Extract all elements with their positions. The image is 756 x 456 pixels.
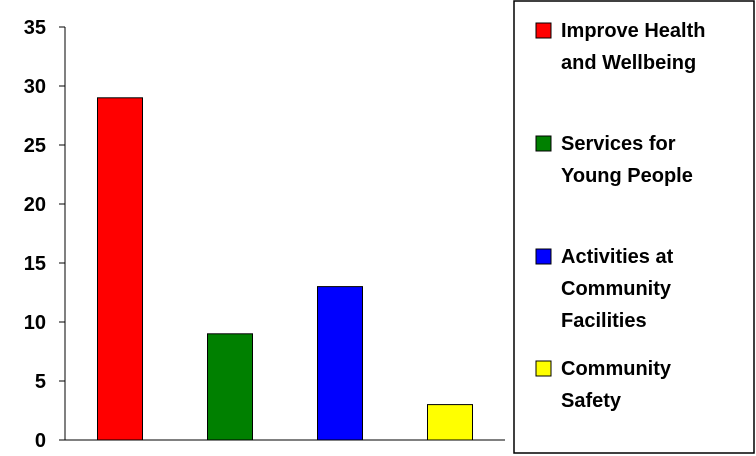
bar — [317, 286, 363, 441]
legend-label: Community — [561, 278, 672, 300]
legend-swatch — [535, 248, 552, 265]
legend-label: Services for — [561, 133, 676, 155]
legend-label: Safety — [561, 390, 622, 412]
legend-swatch — [535, 22, 552, 39]
y-tick-label: 35 — [24, 17, 46, 39]
y-tick-label: 10 — [24, 312, 46, 334]
bar — [97, 97, 143, 441]
y-tick-label: 0 — [35, 430, 46, 452]
y-tick-label: 25 — [24, 135, 46, 157]
legend-swatch — [535, 360, 552, 377]
legend: Improve Health and Wellbeing Services for Y… — [513, 0, 755, 454]
legend-label: Community — [561, 358, 672, 380]
legend-box — [513, 0, 755, 454]
legend-label: Young People — [561, 165, 693, 187]
legend-label: Activities at — [561, 246, 674, 268]
y-tick-label: 5 — [35, 371, 46, 393]
y-tick-label: 20 — [24, 194, 46, 216]
bar — [207, 333, 253, 441]
bar — [427, 404, 473, 441]
legend-label: and Wellbeing — [561, 52, 696, 74]
y-tick-label: 15 — [24, 253, 46, 275]
legend-swatch — [535, 135, 552, 152]
legend-label: Facilities — [561, 310, 647, 332]
legend-label: Improve Health — [561, 20, 705, 42]
y-tick-label: 30 — [24, 76, 46, 98]
plot-area: 0 5 10 15 20 25 30 35 — [24, 17, 505, 452]
